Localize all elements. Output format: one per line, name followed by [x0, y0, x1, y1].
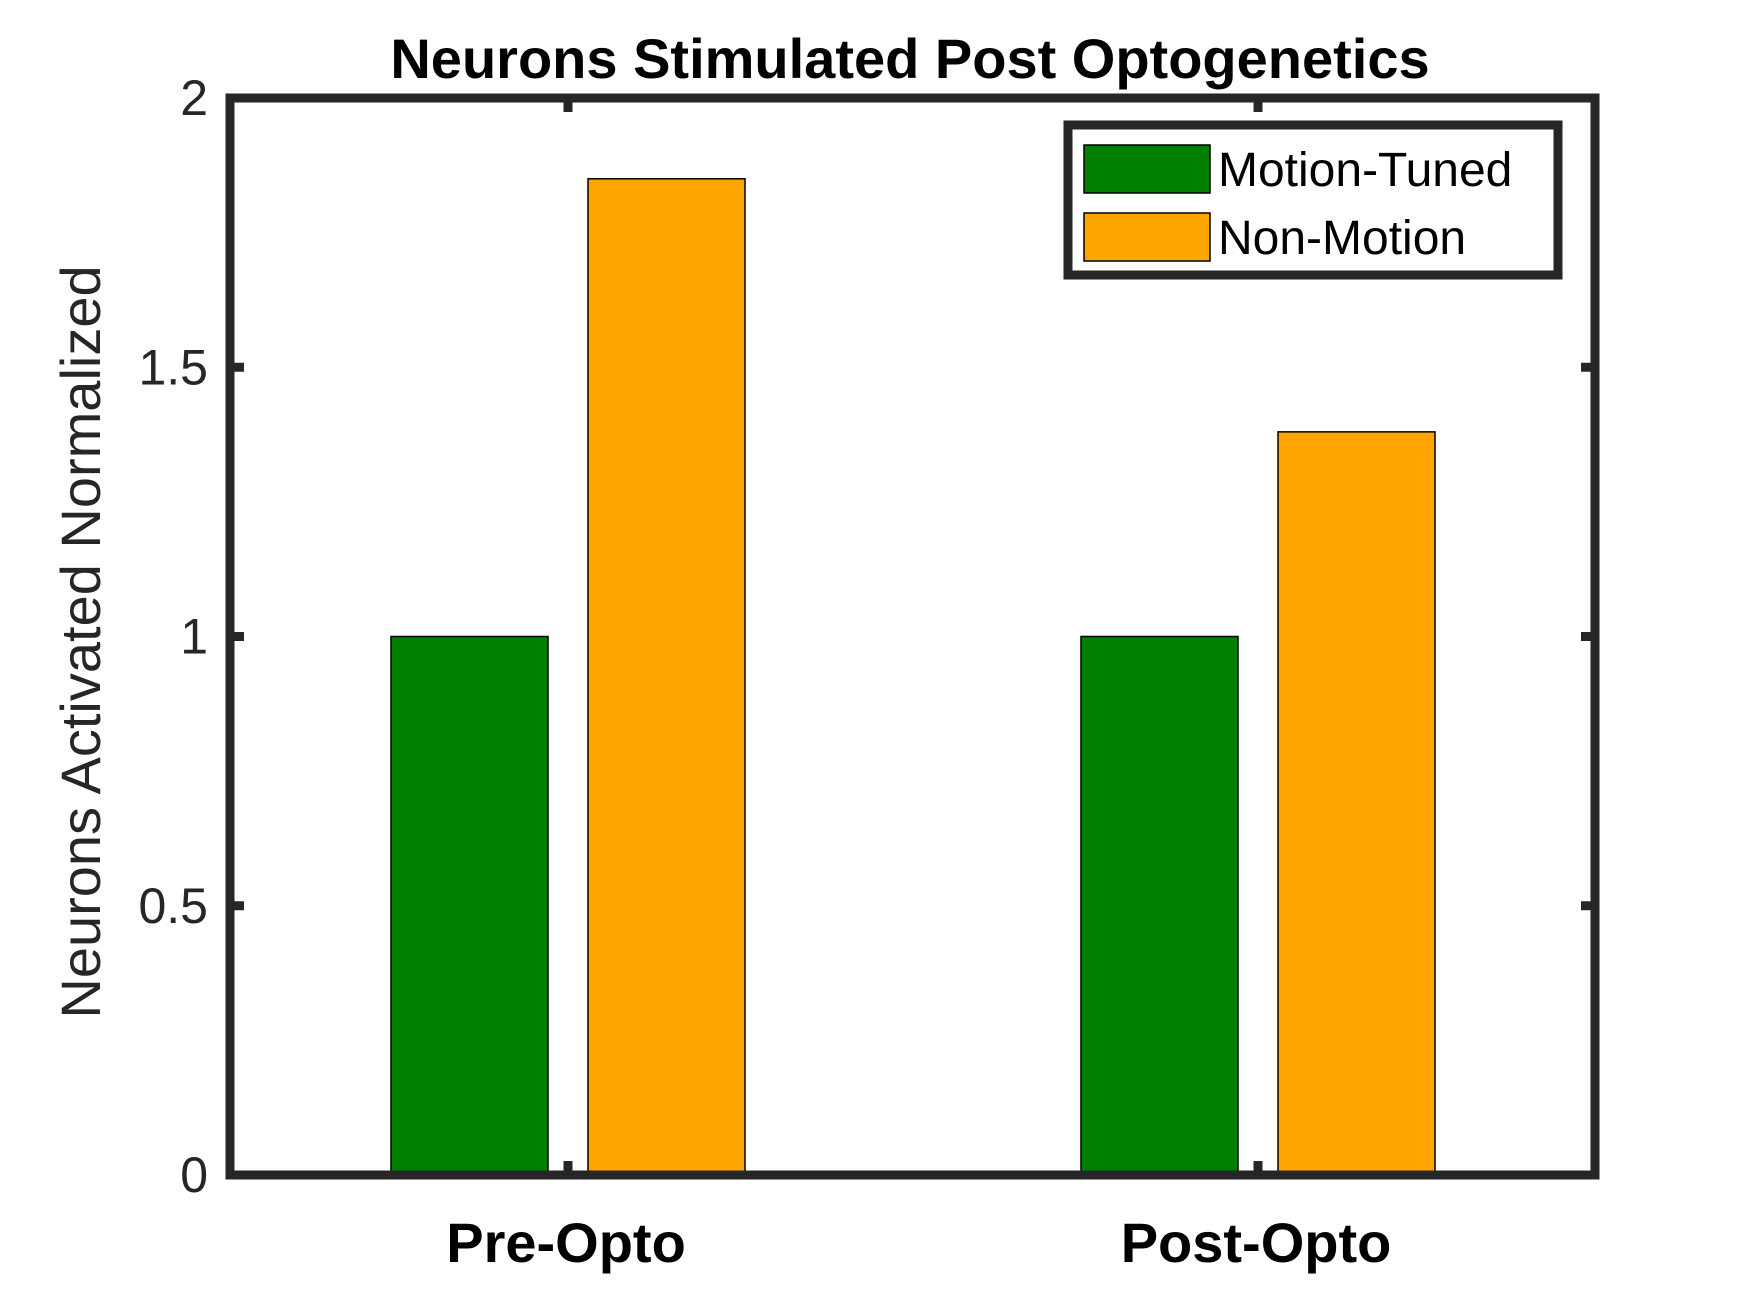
legend-swatch: [1083, 212, 1211, 262]
x-tick-label: Post-Opto: [1121, 1211, 1392, 1274]
y-tick-label: 1: [180, 609, 208, 665]
bar-motion-tuned-pre-opto: [390, 635, 549, 1176]
chart-title: Neurons Stimulated Post Optogenetics: [390, 27, 1429, 90]
y-tick-label: 2: [180, 70, 208, 126]
legend: Motion-Tuned Non-Motion: [1063, 120, 1563, 280]
x-tick-label: Pre-Opto: [446, 1211, 686, 1274]
legend-label: Motion-Tuned: [1218, 144, 1512, 197]
bars-group: [390, 178, 1436, 1176]
legend-swatch: [1083, 144, 1211, 194]
bar-non-motion-pre-opto: [587, 178, 746, 1176]
bar-non-motion-post-opto: [1277, 431, 1436, 1176]
legend-label: Non-Motion: [1218, 212, 1466, 265]
ticks-group: 0 0.5 1 1.5 2 Pre-Opto Post-Opto: [138, 70, 1595, 1274]
y-axis-label: Neurons Activated Normalized: [49, 265, 112, 1018]
y-tick-label: 1.5: [138, 339, 208, 395]
bar-motion-tuned-post-opto: [1080, 635, 1239, 1176]
y-tick-label: 0: [180, 1147, 208, 1203]
y-tick-label: 0.5: [138, 878, 208, 934]
